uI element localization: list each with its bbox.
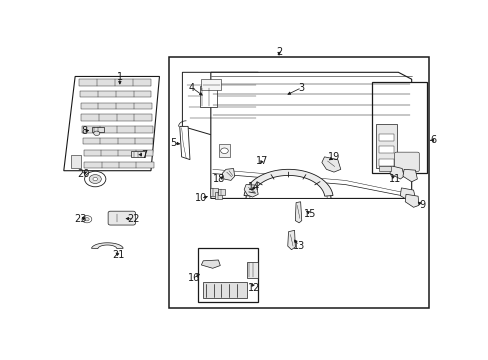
Polygon shape: [402, 169, 416, 182]
Polygon shape: [81, 103, 151, 109]
Circle shape: [84, 171, 105, 187]
Polygon shape: [83, 150, 153, 156]
Circle shape: [94, 131, 100, 135]
Bar: [246, 262, 258, 278]
Polygon shape: [182, 72, 258, 135]
Bar: [379, 166, 390, 171]
Polygon shape: [84, 162, 153, 168]
Bar: [197, 248, 258, 302]
Bar: [378, 146, 393, 153]
Text: 11: 11: [388, 174, 401, 184]
Text: 6: 6: [429, 135, 435, 145]
Text: 10: 10: [194, 193, 206, 203]
Circle shape: [82, 216, 92, 223]
Text: 3: 3: [298, 82, 304, 93]
Polygon shape: [82, 126, 152, 133]
Text: 14: 14: [248, 183, 260, 192]
Text: 2: 2: [275, 46, 282, 57]
Polygon shape: [400, 188, 415, 201]
Text: 21: 21: [112, 250, 124, 260]
Polygon shape: [222, 168, 234, 180]
Bar: [203, 283, 246, 298]
Polygon shape: [245, 171, 330, 198]
Bar: [92, 127, 103, 132]
Bar: [218, 144, 230, 157]
Bar: [200, 79, 221, 90]
Bar: [210, 188, 218, 196]
Text: 22: 22: [127, 214, 140, 224]
Bar: [371, 82, 426, 174]
FancyBboxPatch shape: [108, 211, 135, 225]
Polygon shape: [201, 260, 220, 268]
Text: 16: 16: [188, 273, 200, 283]
Text: 15: 15: [304, 209, 316, 219]
Polygon shape: [63, 76, 159, 171]
Text: 13: 13: [292, 240, 305, 251]
Bar: [378, 159, 393, 166]
FancyBboxPatch shape: [394, 152, 418, 172]
Polygon shape: [210, 72, 411, 198]
Bar: [131, 151, 145, 157]
Text: 5: 5: [170, 138, 176, 148]
Text: 17: 17: [255, 156, 267, 166]
Text: 12: 12: [247, 283, 259, 293]
Polygon shape: [244, 169, 332, 196]
Text: 20: 20: [77, 169, 89, 179]
Text: 8: 8: [81, 126, 87, 135]
Circle shape: [89, 175, 101, 184]
Bar: [214, 192, 222, 199]
Polygon shape: [91, 243, 123, 248]
Polygon shape: [180, 126, 189, 159]
Circle shape: [84, 217, 89, 221]
Circle shape: [93, 177, 97, 181]
Circle shape: [220, 148, 228, 153]
Polygon shape: [81, 114, 152, 121]
Polygon shape: [405, 194, 418, 207]
Bar: [200, 86, 217, 107]
Polygon shape: [79, 79, 151, 86]
Text: 18: 18: [213, 174, 225, 184]
Bar: [218, 189, 225, 195]
Polygon shape: [82, 138, 153, 144]
Bar: [169, 57, 428, 308]
Text: 19: 19: [327, 152, 340, 162]
Polygon shape: [80, 91, 151, 97]
Bar: [376, 124, 396, 168]
Polygon shape: [287, 230, 295, 250]
Text: 4: 4: [188, 82, 195, 93]
Text: 23: 23: [75, 215, 87, 225]
Polygon shape: [295, 202, 301, 223]
Polygon shape: [389, 166, 403, 179]
Polygon shape: [321, 157, 340, 172]
Bar: [71, 156, 81, 168]
Bar: [378, 134, 393, 141]
Text: 9: 9: [418, 201, 425, 210]
Text: 1: 1: [117, 72, 122, 82]
Polygon shape: [244, 185, 258, 197]
Text: 7: 7: [141, 150, 147, 159]
